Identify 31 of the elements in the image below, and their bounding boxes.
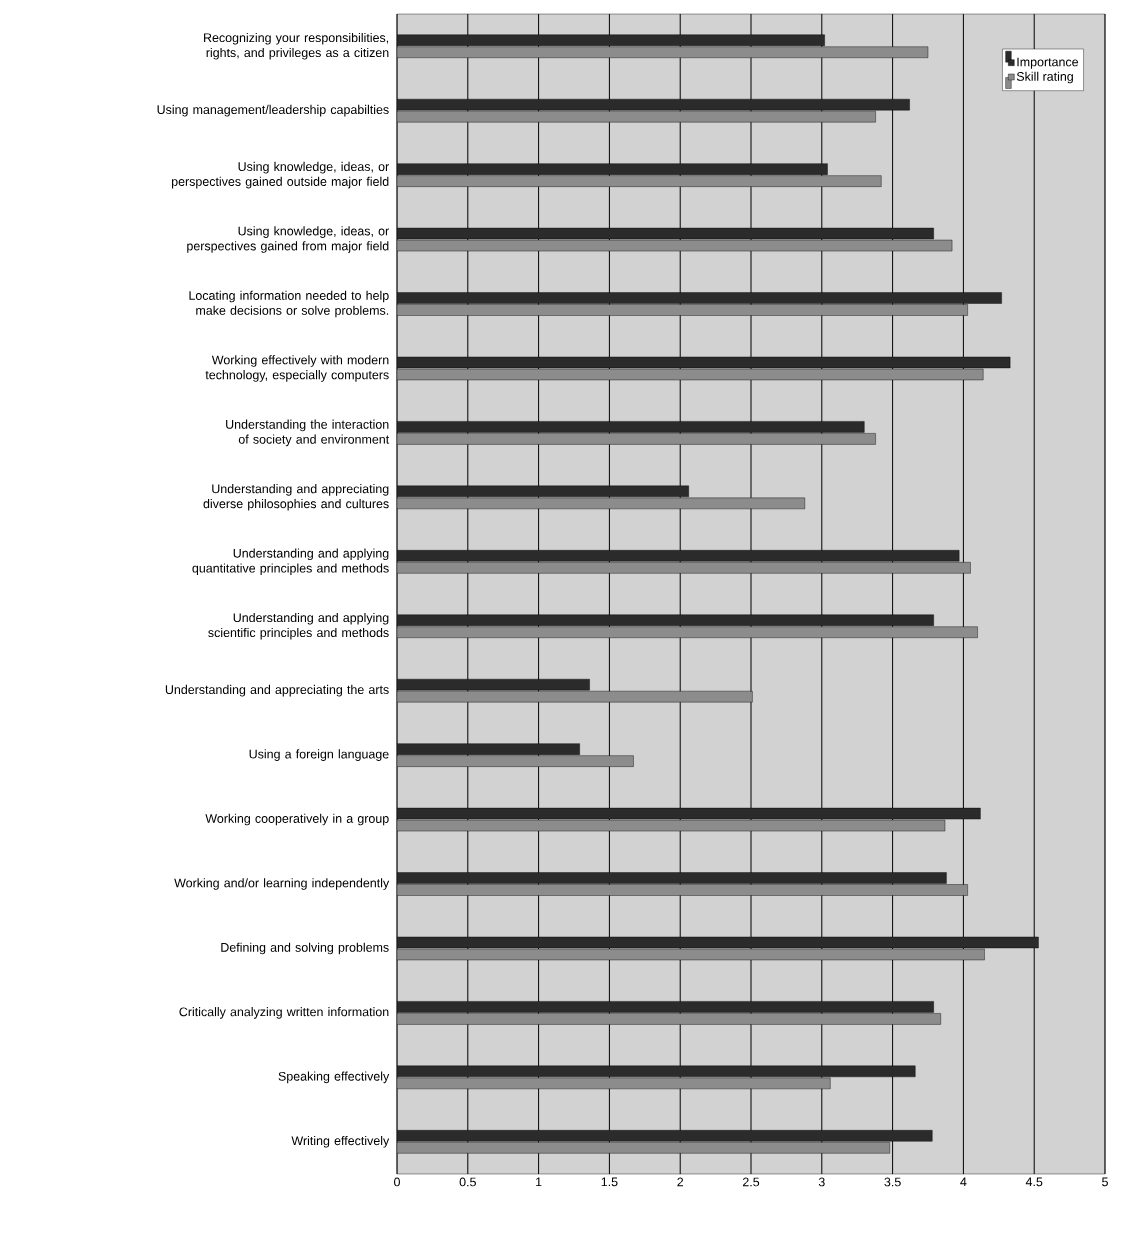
y-tick-label: Using management/leadership capabilties bbox=[157, 104, 389, 117]
y-tick-label: Understanding and appreciating the arts bbox=[165, 684, 389, 697]
y-tick-label: Recognizing your responsibilities, rights, and privileges as a citizen bbox=[204, 32, 389, 60]
x-tick-label: 3.5 bbox=[884, 1177, 901, 1187]
x-tick-label: 0 bbox=[394, 1177, 400, 1187]
x-tick-label: 2.5 bbox=[742, 1177, 760, 1187]
y-tick-label: Critically analyzing written information bbox=[179, 1007, 389, 1019]
y-tick-label: Defining and solving problems bbox=[221, 942, 389, 955]
y-tick-label: Using a foreign language bbox=[249, 749, 389, 761]
legend-label: Importance bbox=[1017, 57, 1079, 69]
y-tick-label: Understanding and appreciating diverse philosophies and cultures bbox=[203, 484, 389, 511]
x-tick-label: 4.5 bbox=[1025, 1177, 1043, 1187]
x-tick-label: 1 bbox=[536, 1177, 542, 1187]
y-tick-label: Understanding the interaction of society and environment bbox=[226, 419, 390, 447]
x-tick-label: 2 bbox=[677, 1177, 684, 1187]
y-tick-label: Using knowledge, ideas, or perspectives gained from major field bbox=[187, 226, 389, 253]
x-tick-label: 0.5 bbox=[459, 1177, 476, 1187]
y-tick-label: Working cooperatively in a group bbox=[205, 813, 389, 826]
y-tick-label: Writing effectively bbox=[291, 1135, 390, 1148]
x-tick-label: 3 bbox=[818, 1177, 825, 1187]
x-tick-label: 5 bbox=[1102, 1177, 1108, 1187]
x-tick-label: 1.5 bbox=[601, 1177, 618, 1187]
y-tick-label: Understanding and applying quantitative principles and methods bbox=[192, 548, 389, 576]
x-tick-label: 4 bbox=[960, 1177, 967, 1187]
y-tick-label: Speaking effectively bbox=[278, 1071, 390, 1084]
y-tick-label: Understanding and applying scientific principles and methods bbox=[208, 612, 389, 640]
y-tick-label: Locating information needed to help make decisions or solve problems. bbox=[189, 290, 389, 318]
y-tick-label: Working effectively with modern technology, especially computers bbox=[205, 355, 389, 382]
y-tick-label: Using knowledge, ideas, or perspectives gained outside major field bbox=[171, 161, 389, 189]
legend-label: Skill rating bbox=[1016, 71, 1073, 84]
y-tick-label: Working and/or learning independently bbox=[174, 878, 390, 890]
